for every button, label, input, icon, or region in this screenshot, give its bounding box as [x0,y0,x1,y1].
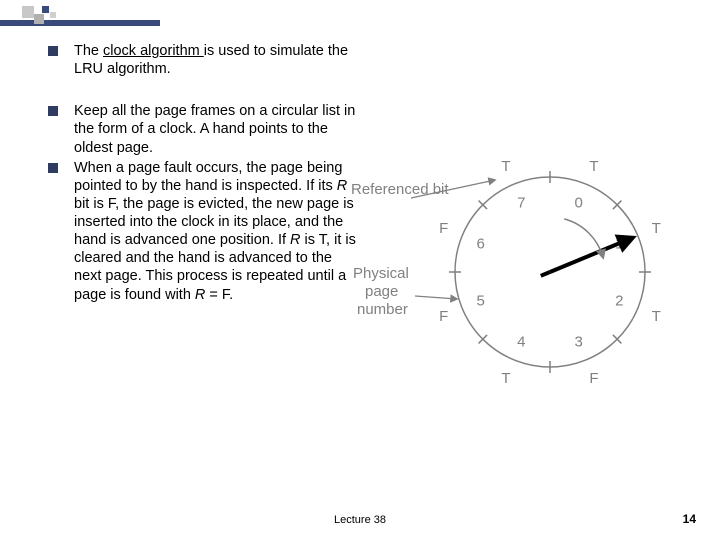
bullet-marker [48,163,58,173]
b3-R3: R [195,287,205,303]
svg-text:4: 4 [517,333,525,350]
svg-text:F: F [439,308,448,325]
bullet-marker [48,46,58,56]
bullet-3-text: When a page fault occurs, the page being… [74,159,359,304]
svg-text:5: 5 [477,293,485,310]
svg-text:T: T [501,158,510,175]
svg-text:Referenced bit: Referenced bit [351,181,449,198]
bullet-1: The clock algorithm is used to simulate … [48,42,688,78]
svg-text:number: number [357,301,408,318]
svg-text:T: T [652,220,661,237]
svg-text:T: T [652,308,661,325]
svg-text:3: 3 [575,333,583,350]
svg-text:0: 0 [575,195,583,212]
svg-text:6: 6 [477,235,485,252]
svg-text:F: F [589,370,598,387]
footer-lecture: Lecture 38 [334,514,386,526]
clock-diagram: 0T1T2T3F4T5F6F7TReferenced bitPhysicalpa… [345,132,715,412]
svg-text:page: page [365,283,398,300]
svg-text:T: T [501,370,510,387]
b3-a: When a page fault occurs, the page being… [74,160,342,194]
bullet-1-text: The clock algorithm is used to simulate … [74,42,359,78]
svg-text:2: 2 [615,293,623,310]
bullet-marker [48,106,58,116]
b3-R2: R [290,232,300,248]
b3-d: = F. [205,287,233,303]
b1-pre: The [74,43,103,59]
b1-underlined: clock algorithm [103,43,204,59]
header-decoration [0,0,720,28]
svg-text:Physical: Physical [353,265,409,282]
bullet-2-text: Keep all the page frames on a circular l… [74,102,359,156]
svg-text:T: T [589,158,598,175]
svg-text:7: 7 [517,195,525,212]
footer-page: 14 [683,512,696,526]
svg-text:F: F [439,220,448,237]
